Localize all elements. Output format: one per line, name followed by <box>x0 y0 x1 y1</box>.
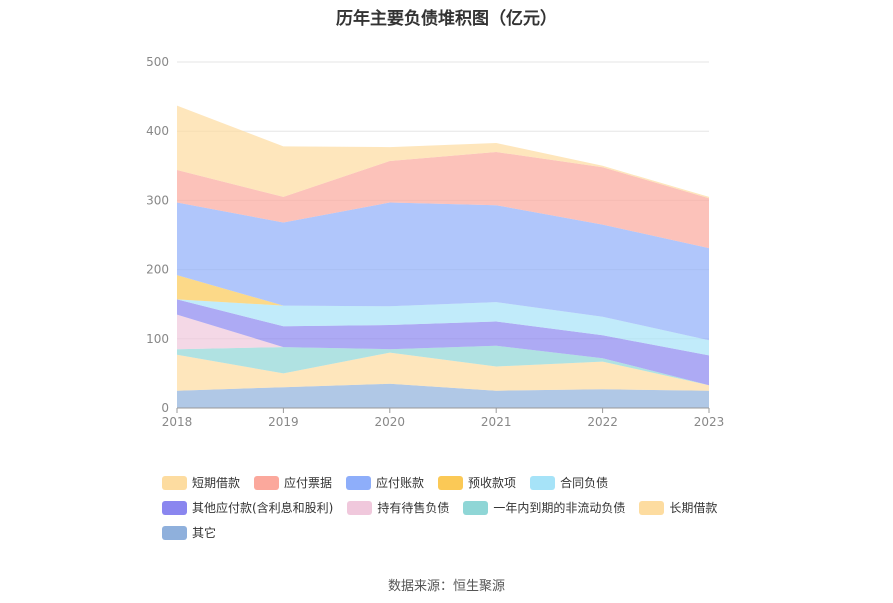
y-axis: 0 100 200 300 400 500 <box>146 55 169 415</box>
legend-item[interactable]: 持有待售负债 <box>347 499 449 516</box>
legend-swatch <box>162 525 187 540</box>
legend-swatch <box>639 500 665 515</box>
legend-label: 合同负债 <box>560 476 609 490</box>
legend: 短期借款 应付票据 应付账款 预收款项 合同负债其他应付款(含利息和股利) 持有待售负债 一… <box>162 470 762 545</box>
legend-item[interactable]: 长期借款 <box>639 499 717 516</box>
area-series-其他应付款(含利息和股利) <box>177 299 709 386</box>
legend-label: 其它 <box>192 526 217 540</box>
legend-swatch <box>438 475 464 490</box>
legend-label: 应付账款 <box>376 476 425 490</box>
data-source-note: 数据来源：恒生聚源 <box>387 579 505 594</box>
x-axis: 2018 2019 2020 2021 2022 2023 <box>162 407 725 429</box>
x-tick-label: 2022 <box>587 415 618 429</box>
legend-label: 应付票据 <box>284 476 333 490</box>
legend-swatch <box>162 500 187 515</box>
legend-label: 短期借款 <box>192 476 241 490</box>
y-tick-label: 500 <box>146 55 169 69</box>
x-tick-label: 2018 <box>162 415 193 429</box>
legend-item[interactable]: 合同负债 <box>530 474 608 491</box>
legend-item[interactable]: 其它 <box>162 524 216 541</box>
legend-row: 其他应付款(含利息和股利) 持有待售负债 一年内到期的非流动负债 长期借款 <box>162 495 762 520</box>
y-tick-label: 100 <box>146 332 169 346</box>
legend-swatch <box>162 475 187 490</box>
legend-label: 其他应付款(含利息和股利) <box>192 501 334 515</box>
legend-row: 其它 <box>162 520 762 545</box>
y-tick-label: 0 <box>161 401 169 415</box>
stacked-area-chart: 0 100 200 300 400 500 2018 2019 2020 2021 2022 202… <box>146 55 725 429</box>
area-series-一年内到期的非流动负债 <box>177 345 709 386</box>
legend-label: 预收款项 <box>468 476 517 490</box>
area-series-其它 <box>177 383 709 408</box>
legend-swatch <box>463 500 489 515</box>
legend-swatch <box>347 500 373 515</box>
area-series-应付账款 <box>177 202 709 341</box>
legend-item[interactable]: 一年内到期的非流动负债 <box>463 499 625 516</box>
x-tick-label: 2023 <box>694 415 725 429</box>
legend-item[interactable]: 短期借款 <box>162 474 240 491</box>
legend-item[interactable]: 应付账款 <box>346 474 424 491</box>
area-series-应付票据 <box>177 152 709 249</box>
chart-title: 历年主要负债堆积图（亿元） <box>336 9 557 29</box>
legend-item[interactable]: 预收款项 <box>438 474 516 491</box>
legend-label: 长期借款 <box>669 501 718 515</box>
y-tick-label: 400 <box>146 124 169 138</box>
area-series-长期借款 <box>177 352 709 391</box>
x-tick-label: 2021 <box>481 415 512 429</box>
area-series-group <box>177 105 709 408</box>
x-tick-label: 2020 <box>375 415 406 429</box>
y-tick-label: 300 <box>146 193 169 207</box>
legend-label: 一年内到期的非流动负债 <box>493 501 626 515</box>
legend-item[interactable]: 其他应付款(含利息和股利) <box>162 499 333 516</box>
legend-row: 短期借款 应付票据 应付账款 预收款项 合同负债 <box>162 470 762 495</box>
area-series-短期借款 <box>177 105 709 199</box>
legend-swatch <box>530 475 556 490</box>
y-tick-label: 200 <box>146 263 169 277</box>
legend-swatch <box>346 475 372 490</box>
x-tick-label: 2019 <box>268 415 299 429</box>
area-series-合同负债 <box>177 299 709 356</box>
legend-item[interactable]: 应付票据 <box>254 474 332 491</box>
legend-label: 持有待售负债 <box>377 501 450 515</box>
legend-swatch <box>254 475 280 490</box>
